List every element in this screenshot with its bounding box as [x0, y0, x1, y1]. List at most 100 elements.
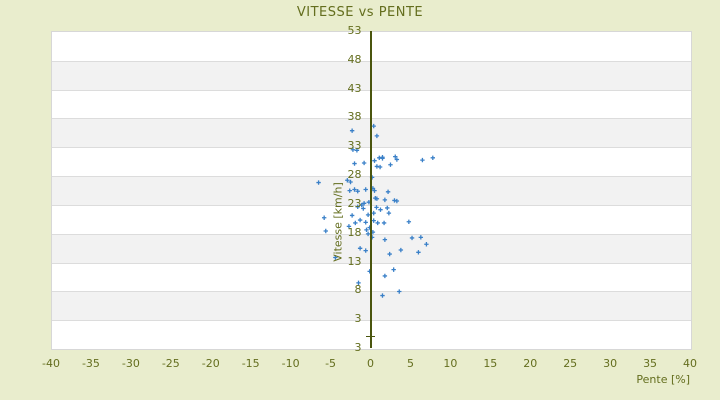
- gridline: [52, 291, 691, 293]
- data-point: [372, 188, 377, 193]
- origin-tick: [365, 336, 375, 338]
- gridline: [52, 320, 691, 322]
- scatter-points: [316, 123, 436, 298]
- data-point: [333, 255, 338, 260]
- data-point: [372, 158, 377, 163]
- data-point: [355, 204, 360, 209]
- data-point: [397, 289, 402, 294]
- data-point: [416, 250, 421, 255]
- gridline: [52, 118, 691, 120]
- gridline: [52, 147, 691, 149]
- data-point: [424, 242, 429, 247]
- y-tick-label: 38: [347, 110, 362, 124]
- data-point: [316, 180, 321, 185]
- gridline: [52, 233, 691, 235]
- gridline: [52, 204, 691, 206]
- chart-title: VITESSE vs PENTE: [296, 5, 424, 20]
- x-tick-label: -30: [121, 357, 140, 370]
- y-tick-label: 13: [347, 254, 362, 268]
- data-point: [377, 164, 383, 170]
- data-point: [361, 160, 367, 166]
- y-tick-label: 8: [354, 283, 362, 297]
- data-point: [346, 224, 352, 229]
- plot-band: [52, 320, 691, 349]
- zero-axis-line: [369, 31, 372, 348]
- plot-band: [52, 176, 691, 205]
- data-point: [352, 161, 357, 166]
- data-point: [382, 237, 388, 242]
- data-point: [363, 220, 368, 225]
- y-tick-label: 28: [347, 168, 362, 182]
- data-point: [388, 162, 393, 167]
- x-tick-label: 25: [563, 357, 578, 370]
- data-point: [382, 197, 388, 203]
- data-point: [374, 133, 380, 139]
- data-point: [374, 205, 379, 210]
- data-point: [420, 157, 425, 163]
- data-point: [418, 235, 424, 240]
- y-tick-label: 33: [347, 139, 362, 153]
- plot-area: [51, 31, 692, 350]
- data-point: [356, 280, 361, 286]
- x-tick-label: -15: [241, 357, 260, 370]
- data-point: [352, 187, 357, 192]
- y-tick-label: 53: [347, 24, 362, 37]
- data-point: [357, 246, 363, 251]
- data-point: [386, 210, 392, 216]
- x-tick-label: -25: [161, 357, 180, 370]
- x-tick-label: 40: [683, 357, 697, 370]
- data-point: [347, 188, 352, 193]
- data-point: [381, 220, 387, 226]
- data-point: [380, 155, 385, 160]
- data-point: [409, 235, 415, 241]
- data-point: [357, 217, 363, 223]
- data-point: [380, 293, 385, 298]
- x-tick-label: 5: [406, 357, 414, 370]
- data-point: [378, 207, 383, 212]
- data-point: [406, 219, 412, 224]
- data-point: [398, 247, 404, 253]
- data-point: [353, 220, 358, 226]
- x-tick-label: -40: [42, 357, 60, 370]
- data-point: [364, 227, 369, 233]
- x-tick-label: 35: [643, 357, 658, 370]
- plot-band: [52, 262, 691, 292]
- data-point: [349, 213, 355, 218]
- data-point: [374, 196, 380, 201]
- data-point: [350, 147, 356, 152]
- y-tick-label: 23: [347, 196, 362, 210]
- x-tick-label: 20: [523, 357, 538, 370]
- x-tick-label: 10: [443, 357, 458, 370]
- data-point: [393, 154, 398, 159]
- data-point: [361, 201, 367, 206]
- plot-band: [52, 204, 691, 234]
- data-point: [361, 206, 366, 211]
- data-point: [375, 220, 380, 226]
- gridline: [52, 262, 691, 264]
- gridline: [52, 89, 691, 91]
- y-tick-label: 3: [354, 341, 362, 354]
- data-point: [387, 251, 392, 257]
- data-point: [354, 148, 360, 153]
- data-point: [359, 202, 364, 208]
- data-point: [355, 189, 360, 194]
- x-tick-label: -20: [201, 357, 220, 370]
- y-tick-label: 43: [347, 81, 362, 95]
- x-tick-label: 30: [603, 357, 618, 370]
- y-tick-label: 18: [347, 225, 362, 239]
- y-tick-label: 3: [354, 312, 362, 326]
- data-point: [392, 198, 397, 203]
- y-tick-label: 48: [347, 52, 362, 66]
- data-point: [430, 155, 436, 160]
- y-axis-title: Vitesse [km/h]: [331, 182, 345, 262]
- data-point: [371, 123, 376, 129]
- plot-band: [52, 60, 691, 90]
- x-tick-label: -10: [281, 357, 300, 370]
- data-point: [371, 218, 376, 223]
- data-point: [371, 210, 376, 216]
- x-tick-label: 0: [367, 357, 374, 370]
- data-point: [394, 157, 400, 162]
- data-point: [349, 128, 355, 133]
- x-tick-label: 15: [483, 357, 498, 370]
